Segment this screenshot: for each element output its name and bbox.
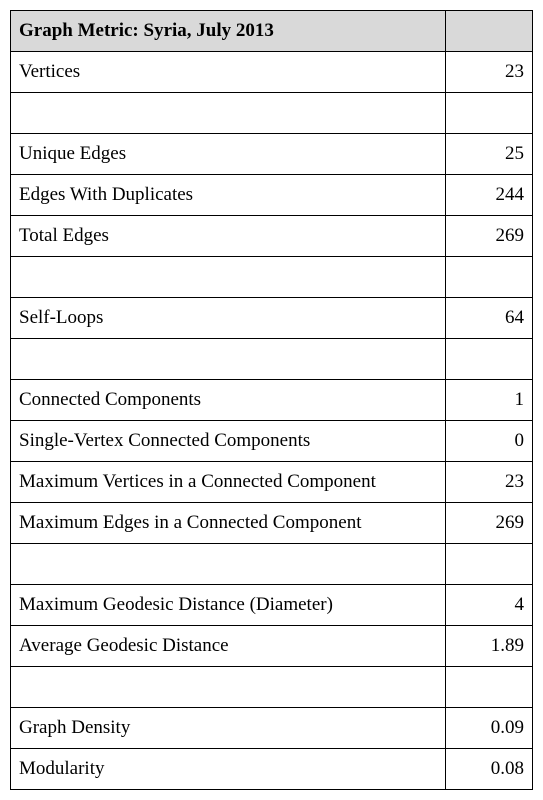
metric-label: Total Edges bbox=[11, 216, 446, 257]
empty-row bbox=[11, 667, 533, 708]
metric-label: Maximum Geodesic Distance (Diameter) bbox=[11, 585, 446, 626]
table-row: Modularity0.08 bbox=[11, 749, 533, 790]
metric-label: Self-Loops bbox=[11, 298, 446, 339]
metrics-table-container: Graph Metric: Syria, July 2013 Vertices2… bbox=[10, 10, 533, 790]
metric-value: 4 bbox=[446, 585, 533, 626]
table-body: Vertices23 Unique Edges25Edges With Dupl… bbox=[11, 52, 533, 790]
metric-label: Vertices bbox=[11, 52, 446, 93]
empty-label-cell bbox=[11, 257, 446, 298]
empty-value-cell bbox=[446, 257, 533, 298]
metric-value: 0 bbox=[446, 421, 533, 462]
empty-row bbox=[11, 93, 533, 134]
metric-label: Connected Components bbox=[11, 380, 446, 421]
metric-value: 23 bbox=[446, 462, 533, 503]
metric-label: Single-Vertex Connected Components bbox=[11, 421, 446, 462]
empty-label-cell bbox=[11, 667, 446, 708]
metric-value: 64 bbox=[446, 298, 533, 339]
metric-label: Modularity bbox=[11, 749, 446, 790]
metric-label: Unique Edges bbox=[11, 134, 446, 175]
metric-value: 244 bbox=[446, 175, 533, 216]
metric-value: 1.89 bbox=[446, 626, 533, 667]
table-row: Total Edges269 bbox=[11, 216, 533, 257]
metric-value: 23 bbox=[446, 52, 533, 93]
metric-label: Edges With Duplicates bbox=[11, 175, 446, 216]
table-row: Maximum Edges in a Connected Component26… bbox=[11, 503, 533, 544]
empty-value-cell bbox=[446, 93, 533, 134]
empty-label-cell bbox=[11, 93, 446, 134]
metric-value: 269 bbox=[446, 216, 533, 257]
metric-label: Average Geodesic Distance bbox=[11, 626, 446, 667]
table-row: Maximum Vertices in a Connected Componen… bbox=[11, 462, 533, 503]
table-row: Graph Density0.09 bbox=[11, 708, 533, 749]
empty-value-cell bbox=[446, 667, 533, 708]
empty-row bbox=[11, 544, 533, 585]
empty-label-cell bbox=[11, 544, 446, 585]
empty-label-cell bbox=[11, 339, 446, 380]
table-header-row: Graph Metric: Syria, July 2013 bbox=[11, 11, 533, 52]
metric-value: 0.09 bbox=[446, 708, 533, 749]
empty-value-cell bbox=[446, 339, 533, 380]
metric-value: 269 bbox=[446, 503, 533, 544]
empty-value-cell bbox=[446, 544, 533, 585]
empty-row bbox=[11, 339, 533, 380]
table-row: Connected Components1 bbox=[11, 380, 533, 421]
table-row: Maximum Geodesic Distance (Diameter)4 bbox=[11, 585, 533, 626]
table-row: Single-Vertex Connected Components0 bbox=[11, 421, 533, 462]
table-row: Average Geodesic Distance1.89 bbox=[11, 626, 533, 667]
empty-row bbox=[11, 257, 533, 298]
table-row: Edges With Duplicates244 bbox=[11, 175, 533, 216]
table-title: Graph Metric: Syria, July 2013 bbox=[11, 11, 446, 52]
table-row: Self-Loops64 bbox=[11, 298, 533, 339]
table-header-value bbox=[446, 11, 533, 52]
metric-value: 0.08 bbox=[446, 749, 533, 790]
table-row: Unique Edges25 bbox=[11, 134, 533, 175]
metric-label: Maximum Edges in a Connected Component bbox=[11, 503, 446, 544]
metric-value: 1 bbox=[446, 380, 533, 421]
metric-label: Maximum Vertices in a Connected Componen… bbox=[11, 462, 446, 503]
metric-value: 25 bbox=[446, 134, 533, 175]
table-row: Vertices23 bbox=[11, 52, 533, 93]
metrics-table: Graph Metric: Syria, July 2013 Vertices2… bbox=[10, 10, 533, 790]
metric-label: Graph Density bbox=[11, 708, 446, 749]
